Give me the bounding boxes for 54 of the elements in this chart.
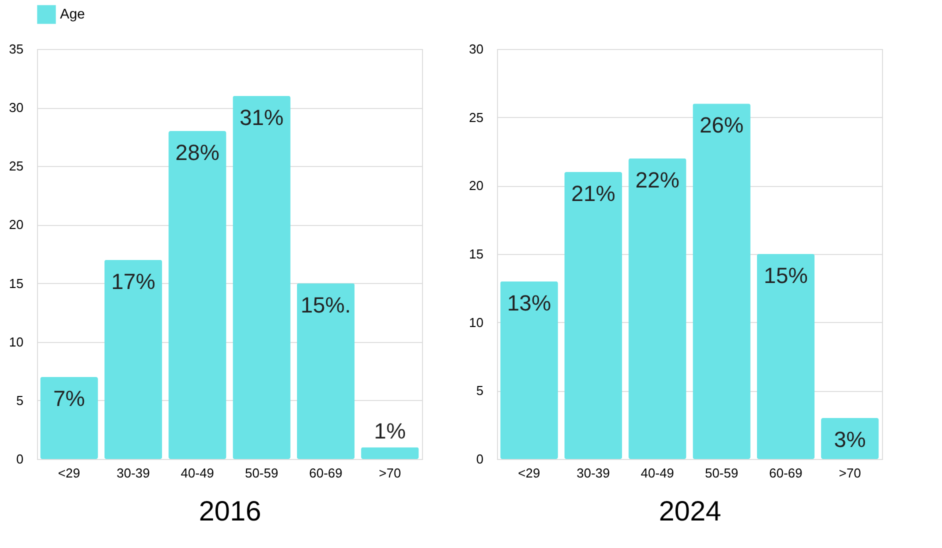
data-label: 13%: [507, 290, 552, 316]
y-tick-label: 0: [16, 452, 24, 466]
x-tick-label: 50-59: [704, 466, 738, 480]
bar: [756, 254, 815, 459]
y-tick-label: 15: [469, 246, 484, 262]
data-label: 1%: [374, 418, 406, 444]
data-label: 21%: [571, 181, 616, 206]
x-tick-label: 30-39: [116, 466, 150, 480]
y-tick-label: 20: [469, 178, 484, 194]
x-tick-label: 40-49: [180, 466, 214, 480]
x-tick-label: 60-69: [309, 466, 342, 480]
bar: [40, 377, 98, 459]
bar: [104, 260, 162, 459]
data-label: 15%.: [300, 292, 351, 318]
data-label: 15%: [764, 263, 808, 288]
bar: [821, 418, 879, 459]
x-tick-label: <29: [58, 466, 80, 480]
x-tick-label: <29: [518, 466, 540, 480]
bar: [232, 96, 290, 459]
x-tick-label: 30-39: [576, 466, 610, 480]
x-tick-label: 40-49: [640, 466, 674, 480]
y-tick-label: 30: [469, 42, 484, 56]
y-tick-label: 30: [9, 100, 24, 116]
data-label: 17%: [111, 268, 156, 294]
x-axis-title: 2016: [198, 496, 262, 526]
y-tick-label: 5: [16, 392, 24, 408]
bar: [628, 158, 686, 459]
data-label: 31%: [240, 104, 284, 130]
y-tick-label: 35: [9, 42, 24, 56]
bar: [296, 283, 355, 459]
y-tick-label: 15: [9, 276, 24, 291]
x-tick-label: 50-59: [244, 466, 278, 480]
data-label: 7%: [53, 386, 85, 411]
data-label: 28%: [175, 140, 220, 165]
x-axis-title: 2024: [658, 496, 722, 526]
y-tick-label: 25: [9, 158, 24, 174]
bar: [500, 281, 558, 459]
y-tick-label: 20: [9, 217, 24, 232]
x-tick-label: >70: [838, 466, 861, 480]
y-tick-label: 0: [476, 452, 484, 466]
bar: [361, 447, 419, 459]
bar: [564, 172, 622, 459]
data-label: 22%: [635, 167, 680, 192]
bar: [168, 131, 226, 459]
legend-label: Age: [60, 6, 86, 22]
bar: [692, 104, 750, 459]
y-tick-label: 10: [9, 334, 24, 350]
data-label: 3%: [834, 427, 866, 452]
x-tick-label: >70: [378, 466, 401, 480]
x-tick-label: 60-69: [769, 466, 802, 480]
y-tick-label: 25: [469, 110, 484, 125]
y-tick-label: 10: [469, 314, 484, 330]
data-label: 26%: [700, 112, 744, 138]
y-tick-label: 5: [476, 383, 484, 398]
